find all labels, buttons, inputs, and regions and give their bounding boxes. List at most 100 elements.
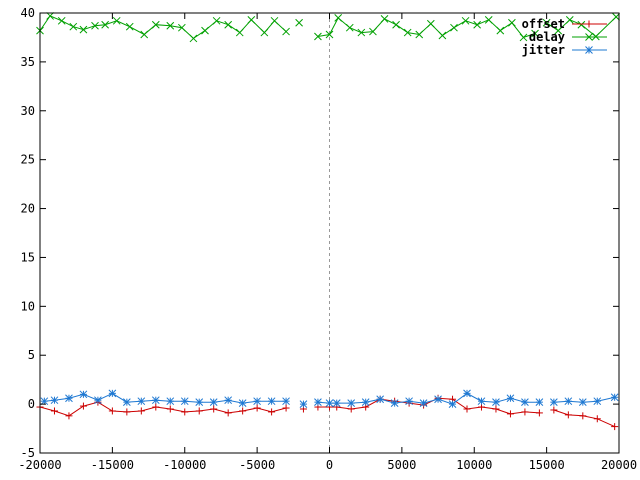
data-point-delay [79,25,88,34]
data-point-offset [108,407,116,415]
data-point-jitter-stroke [79,390,88,399]
data-point-offset [253,404,261,412]
data-point-jitter-stroke [151,396,160,405]
data-point-jitter-stroke [492,398,500,407]
data-point-jitter-stroke [521,398,529,407]
data-point-delay [212,16,221,25]
legend-item-jitter: jitter [522,43,607,57]
series-layer [36,12,620,431]
data-point-jitter [361,398,370,407]
data-point-jitter-stroke [332,399,341,407]
data-point-offset [79,402,87,410]
data-point-offset [564,411,572,419]
x-tick-label: 10000 [456,458,492,472]
data-point-jitter-stroke [108,389,117,398]
data-point-jitter-stroke [65,394,73,403]
data-point-jitter [477,397,486,406]
data-point-delay [46,12,54,20]
legend-label-jitter: jitter [522,43,565,57]
data-point-delay-stroke [325,30,334,39]
legend-item-offset: offset [522,17,607,31]
data-point-offset [224,409,232,417]
data-point-delay-stroke [125,22,134,31]
data-point-jitter [166,397,175,406]
data-point-jitter-stroke [405,397,413,406]
data-point-jitter [267,397,276,406]
legend-label-delay: delay [529,30,565,44]
x-tick-label: -15000 [91,458,134,472]
data-point-delay [403,28,412,37]
data-point-jitter [122,398,131,407]
data-point-delay-stroke [565,15,574,24]
data-point-jitter [224,396,233,405]
data-point-jitter-stroke [550,398,558,407]
data-point-offset [477,403,485,411]
data-point-jitter-stroke [209,398,218,407]
data-point-delay [282,27,290,36]
data-point-jitter-stroke [50,396,59,405]
data-point-delay [260,28,269,37]
data-point-jitter [325,399,334,407]
data-point-jitter-stroke [434,395,442,404]
data-point-delay-stroke [380,15,389,23]
data-point-delay [392,20,400,29]
data-point-jitter [137,397,146,406]
data-point-delay-stroke [151,20,160,29]
data-point-delay [166,21,175,30]
data-point-delay-stroke [295,18,303,27]
data-point-delay-stroke [101,20,109,29]
data-point-jitter-stroke [463,389,471,398]
data-point-jitter [108,389,117,398]
series-delay [36,12,620,43]
data-point-offset [611,423,619,431]
data-point-jitter [535,398,544,407]
y-tick-label: 15 [21,250,35,264]
data-point-delay [235,28,244,37]
ticks-layer: -5 0 5 10 15 20 25 30 35 40 -20000 -15000 -10000 -500… [18,6,637,472]
data-point-delay-stroke [260,28,269,37]
data-point-jitter [94,396,102,405]
data-point-offset [535,409,543,417]
data-point-delay-stroke [79,25,88,34]
data-point-delay-stroke [178,23,186,32]
series-line-delay [39,15,287,40]
data-point-jitter [376,395,385,404]
data-point-delay [270,16,279,25]
data-point-delay-stroke [403,28,412,37]
data-point-jitter [299,400,308,408]
data-point-delay [345,23,354,32]
data-point-jitter-stroke [535,398,544,407]
data-point-delay-stroke [357,28,366,37]
data-point-jitter [332,399,341,407]
data-point-jitter [593,397,602,406]
data-point-offset [579,412,587,420]
data-point-delay-stroke [519,33,528,42]
data-point-delay [612,13,620,21]
data-point-jitter [463,389,471,398]
data-point-delay-stroke [461,16,470,25]
data-point-jitter [314,398,322,407]
data-point-delay-stroke [392,20,400,29]
data-point-jitter-stroke [578,398,587,407]
x-tick-label: 5000 [387,458,416,472]
data-point-delay [542,18,551,27]
data-point-jitter [405,397,413,406]
data-point-jitter-stroke [166,397,175,406]
data-point-delay-stroke [112,16,121,25]
data-point-jitter-stroke [238,399,247,407]
data-point-delay [461,16,470,25]
data-point-delay [380,15,389,23]
data-point-jitter-stroke [419,399,428,407]
data-point-offset [282,404,290,412]
data-point-delay [125,22,134,31]
data-point-delay [91,21,99,30]
data-point-jitter [209,398,218,407]
x-tick-label: 0 [326,458,333,472]
legend-marker-offset [585,20,593,28]
data-point-jitter-stroke [390,399,399,407]
data-point-delay-stroke [314,32,322,41]
data-point-delay [450,23,458,32]
data-point-delay-stroke [369,27,377,36]
x-tick-label: -5000 [239,458,275,472]
data-point-delay-stroke [508,18,516,27]
